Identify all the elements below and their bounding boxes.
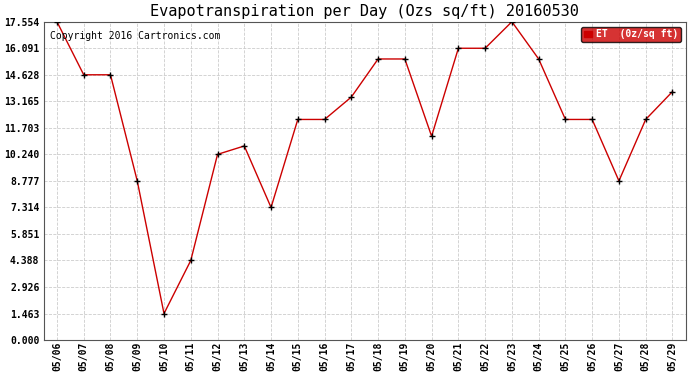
Text: Copyright 2016 Cartronics.com: Copyright 2016 Cartronics.com [50, 31, 220, 41]
Legend: ET  (0z/sq ft): ET (0z/sq ft) [581, 27, 681, 42]
Title: Evapotranspiration per Day (Ozs sq/ft) 20160530: Evapotranspiration per Day (Ozs sq/ft) 2… [150, 4, 579, 19]
